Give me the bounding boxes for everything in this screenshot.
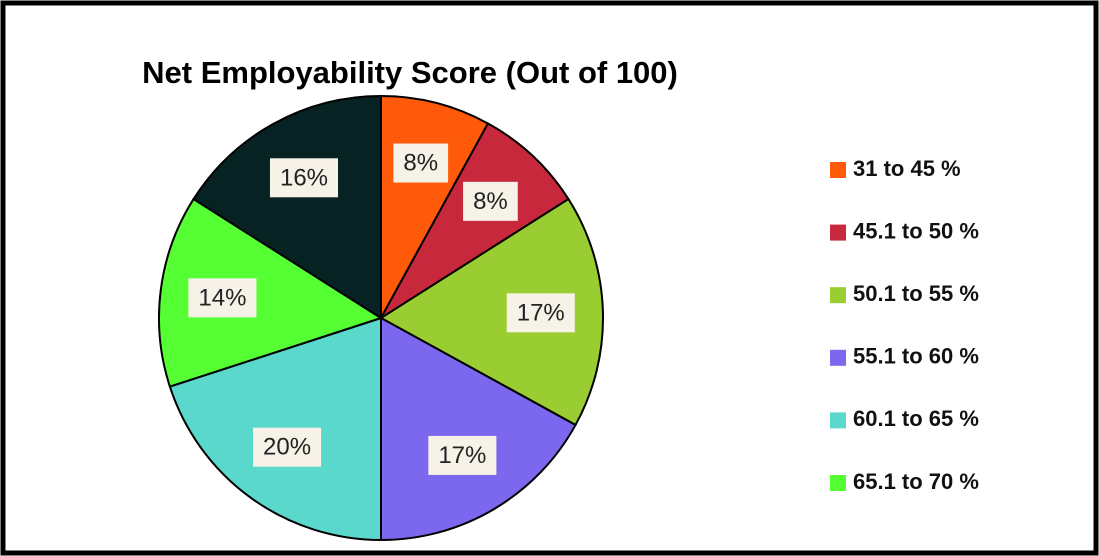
data-label-box (428, 435, 497, 475)
data-label: 17% (438, 442, 486, 469)
legend-swatch (830, 162, 846, 178)
legend-swatch (830, 349, 846, 366)
legend-swatch (830, 224, 846, 241)
pie-slice (379, 197, 604, 427)
data-label: 8% (473, 188, 508, 215)
legend-swatch (830, 475, 846, 491)
data-label: 16% (280, 164, 328, 191)
data-label: 8% (403, 150, 438, 177)
legend-swatch (830, 287, 846, 304)
data-label-box (393, 143, 449, 183)
chart-title: Net Employability Score (Out of 100) (142, 55, 678, 90)
data-label-box (506, 293, 575, 333)
pie-slice (192, 94, 382, 320)
data-label-box (463, 181, 518, 221)
data-label-box (188, 278, 257, 318)
pie-slice (380, 316, 577, 542)
data-label-box (269, 158, 339, 198)
legend-label: 45.1 to 50 % (853, 218, 979, 243)
legend-label: 55.1 to 60 % (853, 344, 979, 369)
legend-label: 60.1 to 65 % (853, 406, 979, 431)
data-label: 14% (198, 284, 246, 311)
legend-swatch (830, 412, 846, 429)
data-label: 20% (263, 434, 311, 461)
data-label-box (253, 427, 322, 467)
legend-label: 65.1 to 70 % (853, 469, 979, 494)
legend-label: 31 to 45 % (853, 156, 961, 181)
legend-label: 50.1 to 55 % (853, 281, 979, 306)
pie-slice (158, 197, 384, 388)
data-label: 17% (517, 299, 565, 326)
